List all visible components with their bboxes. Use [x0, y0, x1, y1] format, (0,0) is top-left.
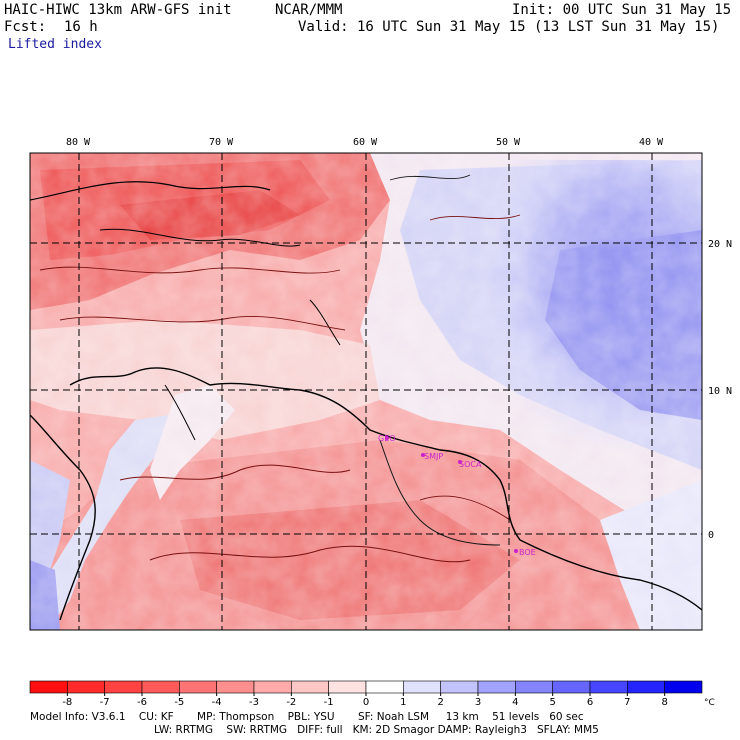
colorbar-tick-label: -2: [286, 697, 296, 708]
station-soca: SOCA: [459, 460, 482, 469]
map-frame: [29, 152, 703, 631]
colorbar-tick-label: 2: [437, 697, 443, 708]
colorbar-swatch: [589, 680, 628, 694]
station-smjp: SMJP: [424, 452, 443, 461]
colorbar-swatch: [216, 680, 255, 694]
colorbar-swatch: [104, 680, 143, 694]
station-boe: BOE: [519, 548, 536, 557]
colorbar-swatch: [253, 680, 292, 694]
longitude-labels: 80 W 70 W 60 W 50 W 40 W: [66, 137, 664, 148]
colorbar-swatch: [403, 680, 441, 694]
field-name: Lifted index: [8, 37, 102, 52]
valid-time: Valid: 16 UTC Sun 31 May 15 (13 LST Sun …: [298, 19, 720, 35]
colorbar-swatch: [291, 680, 329, 694]
lat-label: 10 N: [708, 386, 732, 397]
latitude-labels: 20 N 10 N 0: [708, 239, 732, 541]
lon-label: 70 W: [209, 137, 234, 148]
colorbar-tick-label: -1: [324, 697, 334, 708]
station-geo: GEO: [378, 434, 396, 443]
colorbar-swatch: [477, 680, 516, 694]
colorbar-tick-label: -7: [100, 697, 110, 708]
colorbar-swatch: [440, 680, 479, 694]
forecast-label: Fcst:: [4, 19, 47, 35]
colorbar-tick-label: 4: [512, 697, 518, 708]
colorbar-tick-label: 6: [587, 697, 593, 708]
coastlines: [30, 174, 702, 621]
lon-label: 60 W: [353, 137, 378, 148]
colorbar-tick-label: -6: [137, 697, 147, 708]
forecast-hour: 16 h: [64, 19, 98, 35]
colorbar-swatch: [627, 680, 665, 694]
colorbar-swatch: [179, 680, 217, 694]
colorbar-tick-label: -3: [249, 697, 259, 708]
model-info-line-1: Model Info: V3.6.1 CU: KF MP: Thompson P…: [30, 711, 584, 723]
lat-label: 20 N: [708, 239, 732, 250]
colorbar-swatch: [29, 680, 68, 694]
colorbar: -8 -7 -6 -5 -4 -3 -2 -1 0 1 2 3 4 5 6 7 8 °C: [29, 680, 715, 708]
station-markers: GEO SMJP SOCA BOE: [378, 434, 536, 557]
colorbar-tick-label: 8: [661, 697, 667, 708]
colorbar-swatch: [328, 680, 367, 694]
colorbar-swatch: [67, 680, 105, 694]
colorbar-tick-label: 7: [624, 697, 630, 708]
model-title: HAIC-HIWC 13km ARW-GFS init: [4, 2, 232, 18]
colorbar-tick-label: -8: [62, 697, 72, 708]
colorbar-swatch: [365, 680, 404, 694]
colorbar-tick-label: -5: [174, 697, 184, 708]
colorbar-swatch: [664, 680, 703, 694]
colorbar-tick-label: 0: [363, 697, 369, 708]
colorbar-tick-label: 5: [549, 697, 555, 708]
lon-label: 50 W: [496, 137, 521, 148]
colorbar-tick-label: 3: [475, 697, 481, 708]
lon-label: 40 W: [639, 137, 664, 148]
lon-label: 80 W: [66, 137, 91, 148]
colorbar-tick-label: 1: [400, 697, 406, 708]
org-label: NCAR/MMM: [275, 2, 343, 18]
init-time: Init: 00 UTC Sun 31 May 15: [512, 2, 732, 18]
model-info-line-2: LW: RRTMG SW: RRTMG DIFF: full KM: 2D Sm…: [154, 724, 599, 736]
colorbar-unit: °C: [704, 698, 715, 708]
lat-label: 0: [708, 530, 714, 541]
lat-lon-grid: [30, 153, 702, 630]
field-shading: [30, 153, 702, 630]
colorbar-swatch: [141, 680, 180, 694]
colorbar-swatch: [552, 680, 591, 694]
colorbar-swatch: [515, 680, 553, 694]
colorbar-tick-label: -4: [212, 697, 222, 708]
